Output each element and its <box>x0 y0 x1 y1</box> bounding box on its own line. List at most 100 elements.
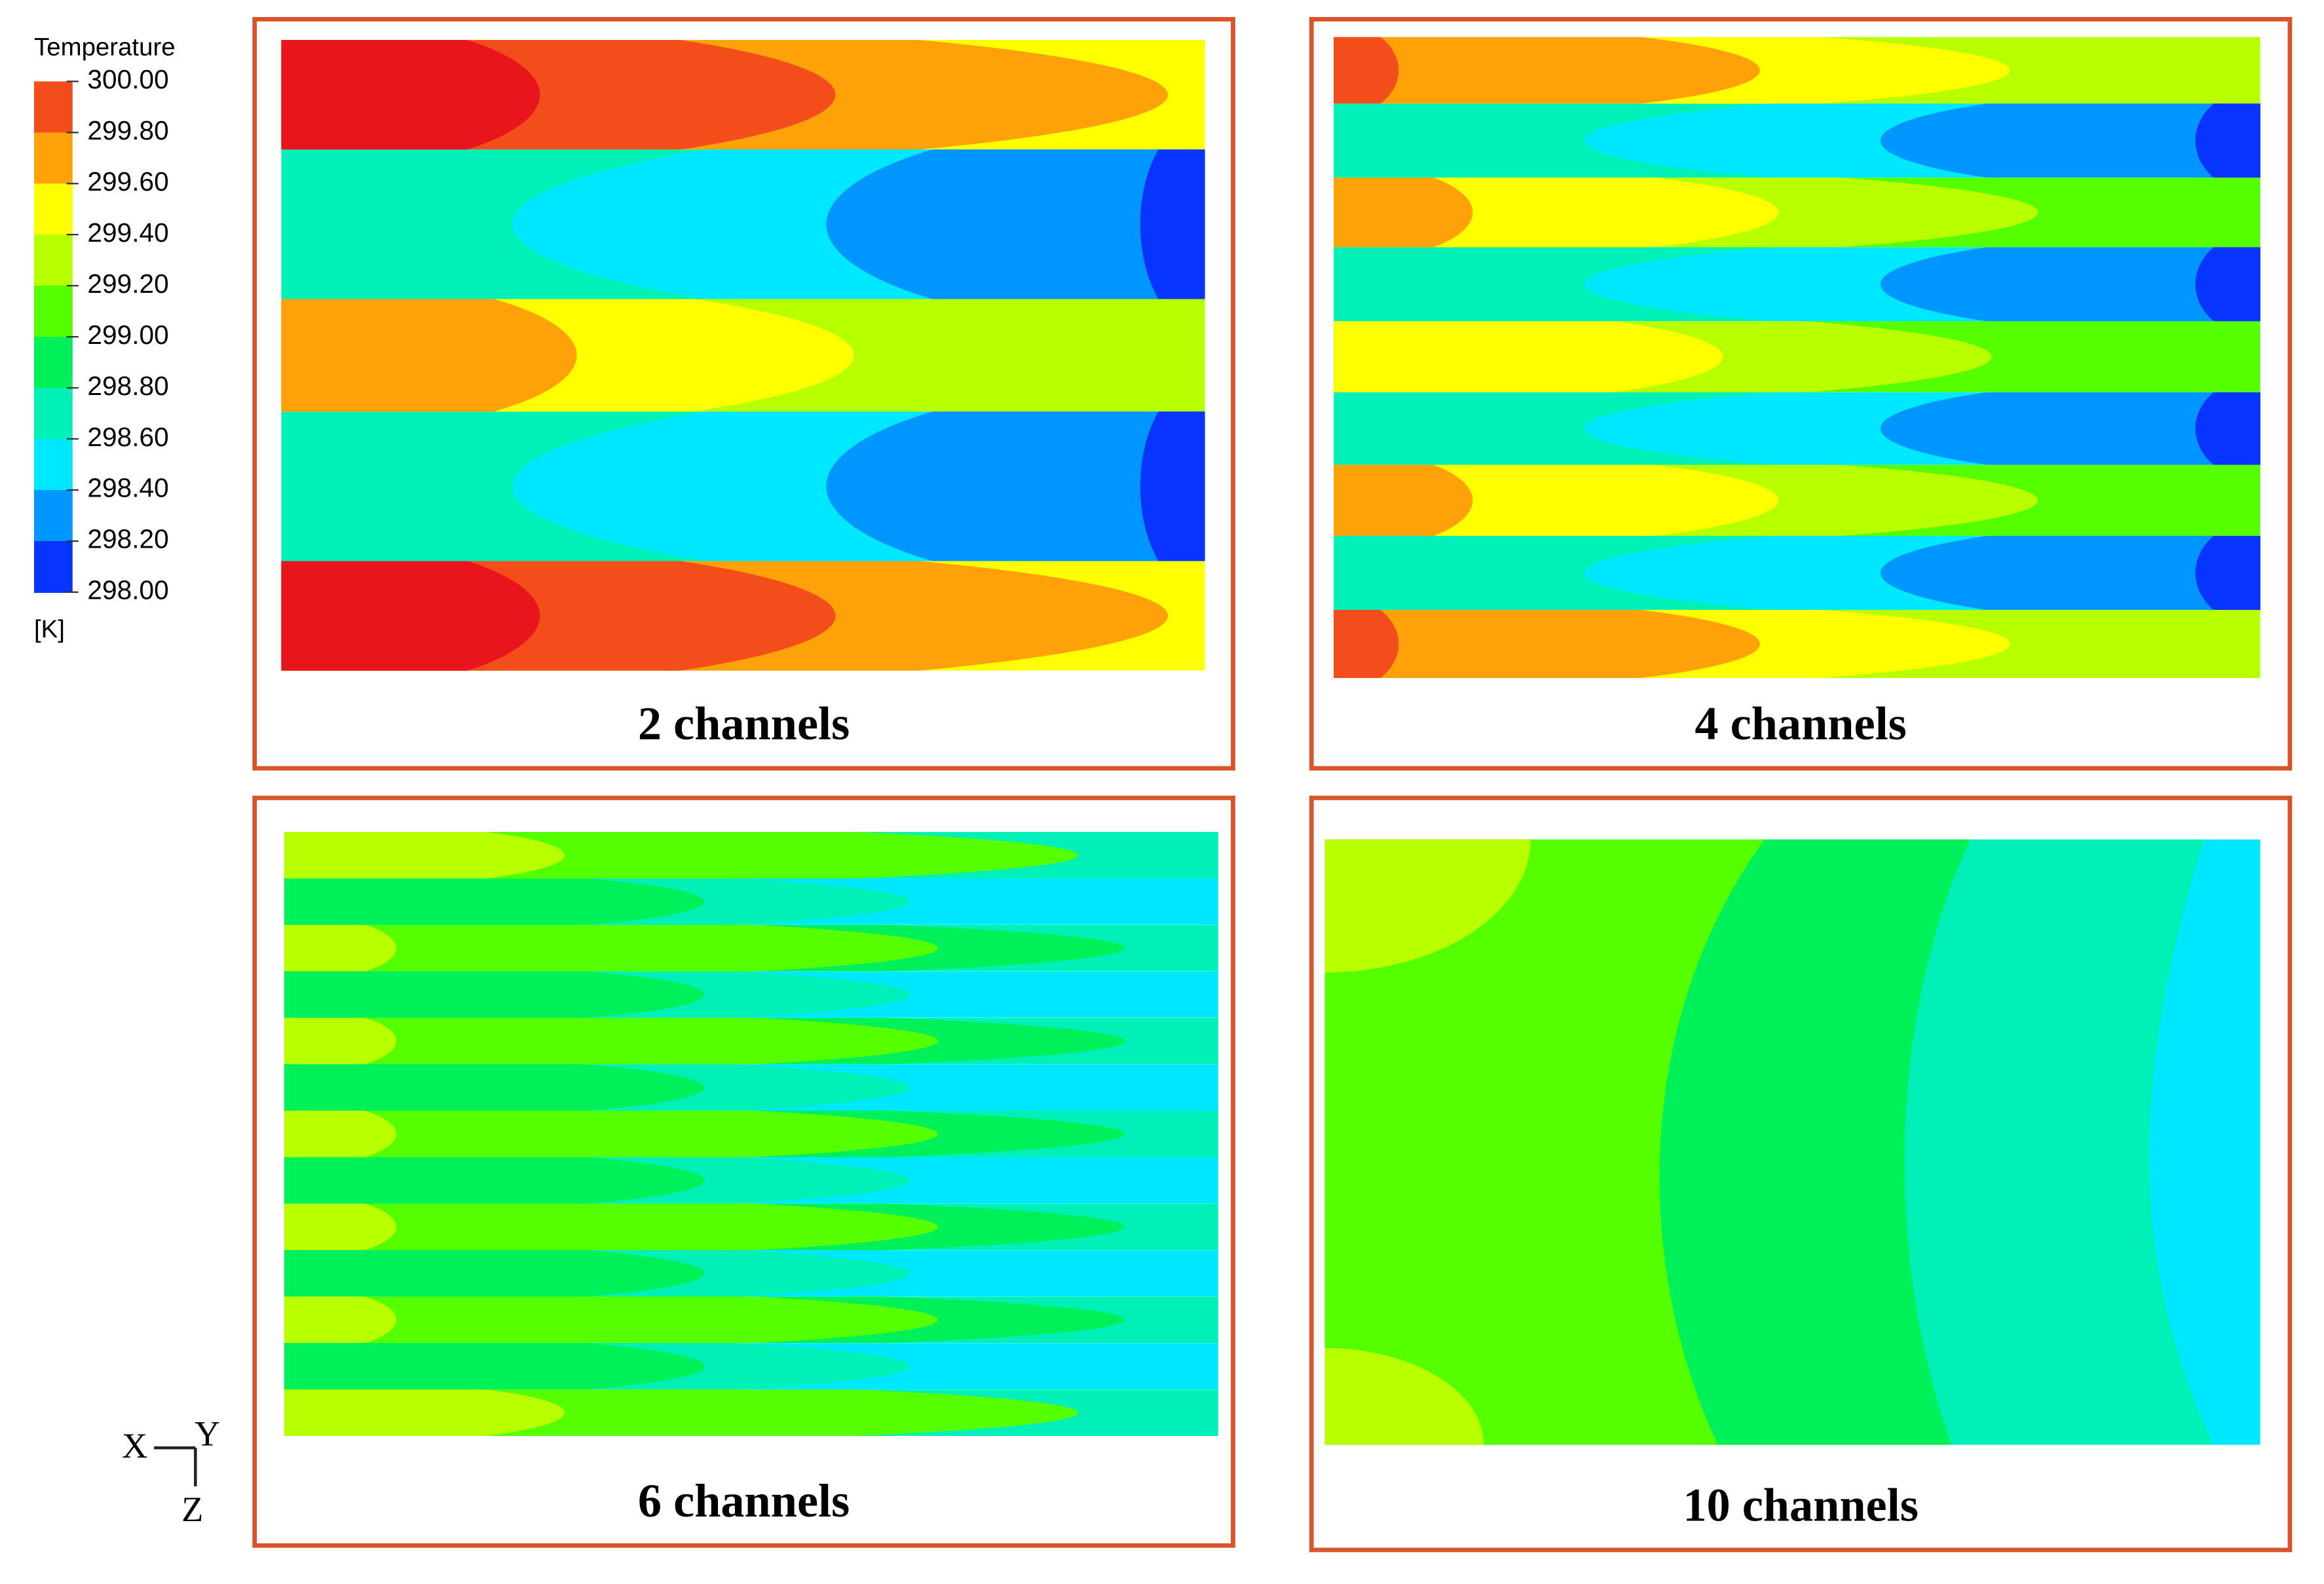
contour-field <box>1324 839 2260 1445</box>
contour-band <box>1334 321 1723 392</box>
legend-title: Temperature <box>34 33 176 62</box>
contour-band <box>1140 149 1205 299</box>
colorbar-tick-label: 298.60 <box>87 422 168 452</box>
contour-band <box>1334 464 1473 537</box>
contour-stripe <box>281 149 1205 299</box>
contour-band <box>1334 37 1760 104</box>
contour-band <box>1334 37 1399 104</box>
colorbar-tick-label: 298.20 <box>87 524 168 554</box>
contour-band <box>284 1389 565 1437</box>
contour-stripe <box>284 1064 1218 1111</box>
panel: 4 channels <box>1309 16 2293 771</box>
panel-frame <box>252 795 1235 1548</box>
panel-frame <box>1309 795 2293 1553</box>
contour-stripe <box>284 1250 1218 1297</box>
contour-band <box>284 924 938 971</box>
colorbar-band <box>34 132 73 185</box>
contour-stripe <box>1334 178 2260 248</box>
contour-stripe <box>284 1343 1218 1390</box>
panel-caption: 6 channels <box>638 1475 850 1527</box>
colorbar: 300.00 299.80 299.60 299.40 299.20 299.00 298.… <box>34 64 169 605</box>
contour-band <box>284 971 705 1018</box>
contour-band <box>284 1017 938 1065</box>
colorbar-band <box>34 489 73 542</box>
panel-caption: 10 channels <box>1683 1479 1919 1532</box>
contour-band <box>284 1250 705 1297</box>
contour-stripe <box>1334 610 2260 678</box>
contour-band <box>1140 411 1205 561</box>
colorbar-band <box>34 235 73 287</box>
contour-band <box>1324 1348 1484 1445</box>
contour-stripe <box>281 299 1205 412</box>
contour-band <box>2195 247 2260 322</box>
contour-band <box>1880 247 2260 322</box>
panel-frame <box>252 16 1235 771</box>
axis-triad <box>154 1446 197 1486</box>
contour-stripe <box>284 1389 1218 1437</box>
contour-band <box>281 299 577 412</box>
colorbar-band <box>34 183 73 236</box>
contour-stripe <box>284 1017 1218 1065</box>
contour-stripe <box>1334 536 2260 611</box>
panels: 2 channels 4 channels 6 channels 10 channel… <box>252 16 2293 1553</box>
contour-stripe <box>1334 392 2260 465</box>
contour-band <box>284 1203 396 1251</box>
contour-band <box>284 1017 396 1065</box>
legend-unit: [K] <box>34 615 65 643</box>
contour-band <box>284 924 396 971</box>
contour-band <box>1334 178 1473 248</box>
colorbar-band <box>34 388 73 440</box>
panel: 2 channels <box>252 16 1235 771</box>
contour-band <box>1880 392 2260 465</box>
contour-band <box>281 561 540 671</box>
colorbar-band <box>34 286 73 338</box>
panel: 10 channels <box>1309 795 2293 1553</box>
contour-band <box>2195 104 2260 178</box>
colorbar-band <box>34 337 73 389</box>
contour-band <box>284 1296 396 1344</box>
contour-stripe <box>284 924 1218 971</box>
contour-stripe <box>284 1157 1218 1204</box>
contour-band <box>1324 839 1531 973</box>
colorbar-tick-label: 300.00 <box>87 64 168 94</box>
contour-stripe <box>1334 321 2260 392</box>
contour-band <box>2195 392 2260 465</box>
contour-stripe <box>1334 247 2260 322</box>
colorbar-tick-label: 299.40 <box>87 217 168 248</box>
colorbar-tick-label: 298.80 <box>87 371 168 401</box>
contour-stripe <box>284 971 1218 1018</box>
contour-stripe <box>284 1110 1218 1158</box>
colorbar-tick-label: 299.00 <box>87 320 168 350</box>
contour-band <box>284 1203 938 1251</box>
contour-band <box>284 832 565 878</box>
contour-band <box>1880 104 2260 178</box>
contour-band <box>1324 839 1765 1445</box>
contour-stripe <box>1334 104 2260 178</box>
contour-band <box>826 149 1205 299</box>
colorbar-tick-label: 299.60 <box>87 166 168 197</box>
contour-band <box>284 878 705 925</box>
contour-stripe <box>281 411 1205 561</box>
panel-frame <box>1309 16 2293 771</box>
contour-band <box>1334 610 1760 678</box>
contour-band <box>284 1343 705 1390</box>
colorbar-band <box>34 540 73 594</box>
contour-band <box>284 1296 938 1344</box>
axis-z-label: Z <box>181 1490 203 1529</box>
colorbar-band <box>34 81 73 134</box>
colorbar-tick-label: 299.80 <box>87 115 168 145</box>
contour-stripe <box>281 561 1205 671</box>
contour-band <box>2195 536 2260 611</box>
panel-caption: 4 channels <box>1695 697 1906 749</box>
contour-band <box>1880 536 2260 611</box>
axis-y-label: Y <box>195 1414 220 1454</box>
contour-band <box>281 40 540 150</box>
contour-band <box>284 1064 705 1111</box>
contour-band <box>1334 610 1399 678</box>
contour-stripe <box>284 1296 1218 1344</box>
contour-stripe <box>1334 37 2260 104</box>
contour-band <box>284 1110 396 1158</box>
colorbar-band <box>34 439 73 491</box>
colorbar-tick-label: 299.20 <box>87 269 168 299</box>
